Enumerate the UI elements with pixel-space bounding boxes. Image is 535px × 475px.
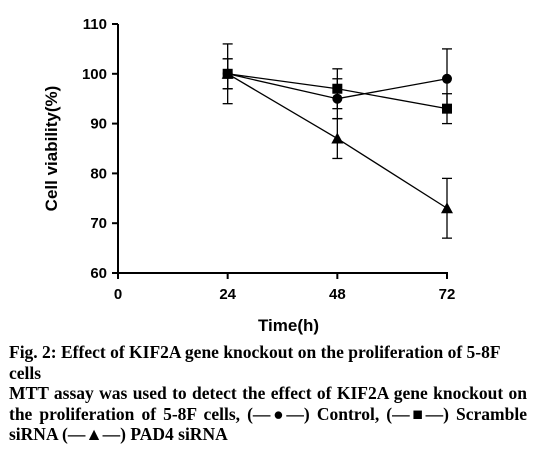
y-axis-title: Cell viability(%) [42, 86, 61, 212]
x-tick-label: 48 [329, 286, 346, 303]
chart-series [221, 43, 453, 239]
y-tick-label: 60 [90, 265, 107, 282]
chart-area: 0 24 48 72 60 70 80 90 100 110 Time(h) Cell viabi… [42, 16, 455, 335]
line-chart: 0 24 48 72 60 70 80 90 100 110 Time(h) Cell viabi… [42, 16, 455, 335]
caption-title: Fig. 2: Effect of KIF2A gene knockout on… [9, 342, 500, 383]
data-point [442, 73, 452, 84]
chart-axes: 0 24 48 72 60 70 80 90 100 110 [82, 16, 455, 303]
data-point [332, 83, 343, 94]
x-tick-label: 72 [439, 286, 456, 303]
x-axis-title: Time(h) [258, 316, 319, 335]
x-tick-label: 0 [114, 286, 122, 303]
data-point [441, 202, 453, 214]
figure-caption: Fig. 2: Effect of KIF2A gene knockout on… [9, 342, 527, 445]
y-tick-label: 110 [83, 16, 107, 33]
data-point [442, 103, 452, 114]
series-triangle [221, 43, 453, 239]
y-tick-label: 90 [90, 116, 107, 133]
y-tick-label: 80 [90, 165, 107, 182]
y-tick-label: 100 [82, 66, 107, 83]
x-tick-label: 24 [219, 286, 236, 303]
y-tick-label: 70 [90, 215, 107, 232]
data-point [331, 132, 344, 144]
data-point [221, 67, 234, 79]
caption-description: MTT assay was used to detect the effect … [9, 383, 527, 444]
